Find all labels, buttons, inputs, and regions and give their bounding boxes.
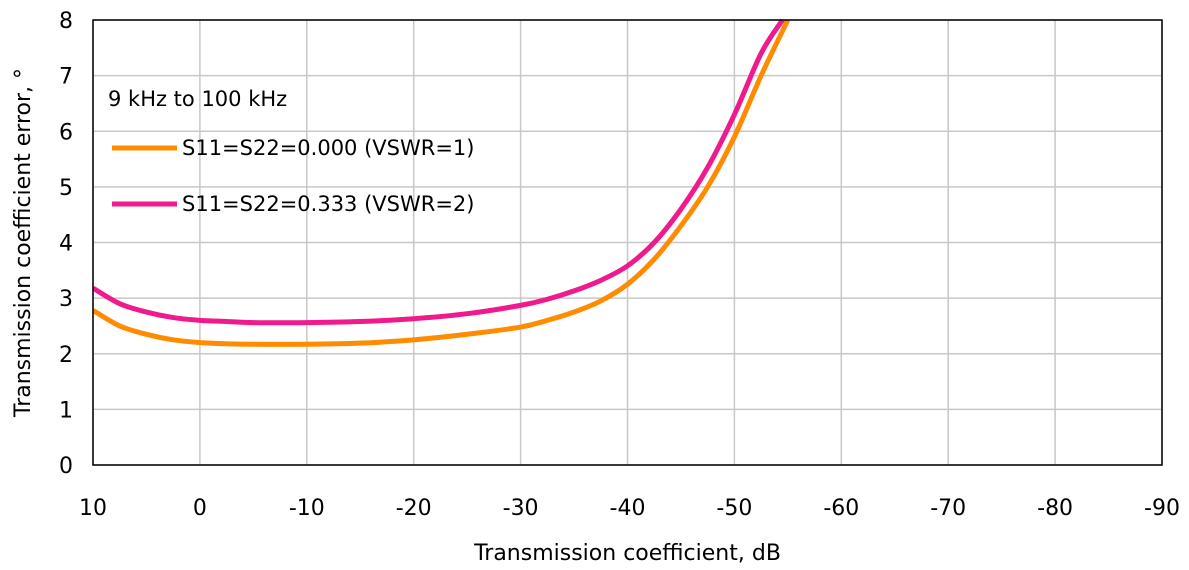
y-tick-label: 3: [59, 287, 73, 312]
y-axis-title: Transmission coefficient error, °: [11, 68, 36, 418]
x-tick-label: -60: [823, 496, 859, 521]
x-tick-label: -80: [1037, 496, 1073, 521]
y-tick-label: 1: [59, 398, 73, 423]
y-tick-label: 2: [59, 343, 73, 368]
x-axis-title: Transmission coefficient, dB: [473, 541, 781, 566]
frequency-range-annotation: 9 kHz to 100 kHz: [108, 87, 287, 111]
x-tick-label: 0: [193, 496, 207, 521]
series-line-1: [93, 18, 791, 347]
y-tick-label: 4: [59, 232, 73, 257]
legend: S11=S22=0.000 (VSWR=1) S11=S22=0.333 (VSW…: [112, 136, 474, 216]
series-lines: [93, 18, 791, 347]
y-tick-label: 6: [59, 120, 73, 145]
x-tick-label: -70: [930, 496, 966, 521]
series-line-2: [93, 18, 785, 326]
x-axis-tick-labels: 10 0 -10 -20 -30 -40 -50 -60 -70 -80 -90: [79, 496, 1180, 521]
x-tick-label: -20: [396, 496, 432, 521]
x-tick-label: -30: [503, 496, 539, 521]
y-axis-tick-labels: 0 1 2 3 4 5 6 7 8: [59, 9, 73, 479]
y-tick-label: 8: [59, 9, 73, 34]
y-tick-label: 5: [59, 176, 73, 201]
plot-area-border: [92, 19, 1163, 466]
x-tick-label: -90: [1144, 496, 1180, 521]
legend-label-2: S11=S22=0.333 (VSWR=2): [182, 192, 474, 216]
x-tick-label: -50: [716, 496, 752, 521]
y-tick-label: 7: [59, 65, 73, 90]
x-tick-label: -40: [610, 496, 646, 521]
x-tick-label: 10: [79, 496, 107, 521]
y-tick-label: 0: [59, 454, 73, 479]
x-tick-label: -10: [289, 496, 325, 521]
legend-label-1: S11=S22=0.000 (VSWR=1): [182, 136, 474, 160]
